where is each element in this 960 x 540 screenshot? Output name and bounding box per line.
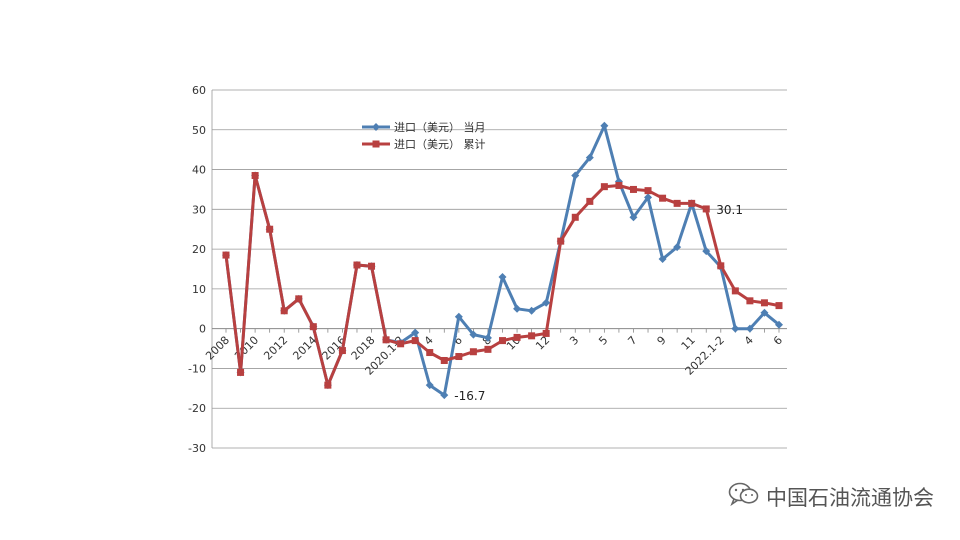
- watermark: 中国石油流通协会: [728, 481, 934, 512]
- data-point: [557, 237, 565, 245]
- data-point: [702, 205, 710, 213]
- data-point: [717, 262, 725, 270]
- data-point: [484, 345, 492, 353]
- data-point: [454, 312, 463, 321]
- data-point: [440, 356, 448, 364]
- y-tick-label: 40: [192, 164, 206, 177]
- data-point: [644, 187, 652, 195]
- data-point: [542, 298, 551, 307]
- data-point: [571, 213, 579, 221]
- data-point: [295, 295, 303, 303]
- x-tick-label: 2012: [261, 334, 290, 363]
- data-point: [731, 287, 739, 295]
- data-point: [426, 349, 434, 357]
- x-tick-label: 11: [679, 334, 698, 353]
- data-point: [745, 324, 754, 333]
- x-tick-label: 7: [625, 334, 639, 348]
- data-point: [644, 193, 653, 202]
- data-point: [455, 353, 463, 361]
- data-point: [499, 337, 506, 345]
- y-tick-label: 30: [192, 203, 206, 216]
- data-point: [397, 340, 405, 348]
- data-point: [760, 308, 769, 317]
- data-point: [775, 302, 783, 310]
- data-point: [483, 333, 492, 342]
- x-tick-label: 4: [742, 334, 756, 348]
- y-axis-tick-labels: 60 50 40 30 20 10 0 -10 -20 -30: [188, 84, 206, 455]
- data-point: [615, 181, 623, 189]
- data-point: [702, 247, 711, 256]
- data-point: [338, 347, 346, 355]
- data-point: [222, 251, 230, 259]
- x-axis: 2008201020122014201620182020.1-246810123…: [203, 328, 787, 378]
- wechat-icon: [728, 481, 760, 512]
- data-point: [368, 262, 376, 270]
- data-point: [658, 255, 667, 264]
- data-point: [513, 304, 522, 313]
- data-point: [251, 172, 259, 180]
- data-point: [600, 121, 609, 130]
- data-point: [469, 330, 478, 339]
- data-label: -16.7: [454, 389, 485, 403]
- data-point: [425, 381, 434, 390]
- data-point: [324, 381, 332, 389]
- x-tick-label: 9: [655, 334, 669, 348]
- data-point: [411, 337, 419, 345]
- x-tick-label: 3: [567, 334, 581, 348]
- legend-marker: [372, 140, 380, 148]
- legend-marker: [372, 123, 380, 131]
- data-point: [382, 336, 390, 344]
- legend-label: 进口（美元） 累计: [394, 138, 486, 151]
- y-tick-label: 60: [192, 84, 206, 97]
- data-point: [309, 323, 317, 331]
- data-point: [513, 333, 521, 341]
- data-point: [266, 225, 274, 233]
- data-point: [746, 297, 754, 305]
- data-point: [527, 306, 536, 315]
- y-tick-label: -10: [188, 362, 206, 375]
- data-point: [586, 197, 594, 205]
- y-tick-label: 10: [192, 283, 206, 296]
- data-point: [353, 261, 361, 269]
- data-point: [600, 183, 608, 191]
- data-point: [498, 272, 507, 281]
- data-point: [280, 307, 288, 315]
- data-point: [629, 185, 637, 193]
- y-tick-label: -30: [188, 442, 206, 455]
- y-tick-label: 20: [192, 243, 206, 256]
- data-point: [542, 329, 550, 337]
- data-point: [731, 324, 740, 333]
- data-point: [659, 194, 667, 202]
- data-point: [760, 299, 768, 307]
- y-tick-label: -20: [188, 402, 206, 415]
- data-point: [469, 348, 477, 356]
- data-point: [585, 153, 594, 162]
- data-annotations: 30.1 -16.7: [454, 203, 743, 403]
- x-tick-label: 6: [771, 334, 785, 348]
- x-tick-label: 5: [596, 334, 610, 348]
- data-point: [775, 320, 783, 329]
- watermark-text: 中国石油流通协会: [766, 485, 934, 510]
- data-point: [673, 243, 682, 252]
- data-point: [440, 391, 449, 400]
- x-tick-label: 2008: [203, 334, 232, 363]
- x-tick-label: 4: [422, 334, 436, 348]
- y-tick-label: 50: [192, 124, 206, 137]
- y-tick-label: 0: [199, 323, 206, 336]
- data-point: [629, 213, 638, 222]
- data-point: [673, 199, 681, 207]
- data-point: [237, 368, 245, 376]
- data-point: [571, 171, 580, 180]
- data-point: [411, 328, 420, 337]
- series-lines: [222, 121, 783, 400]
- data-label: 30.1: [716, 203, 743, 217]
- legend-label: 进口（美元） 当月: [394, 120, 486, 134]
- grid-lines: [211, 89, 787, 449]
- data-point: [688, 199, 696, 207]
- data-point: [528, 332, 536, 340]
